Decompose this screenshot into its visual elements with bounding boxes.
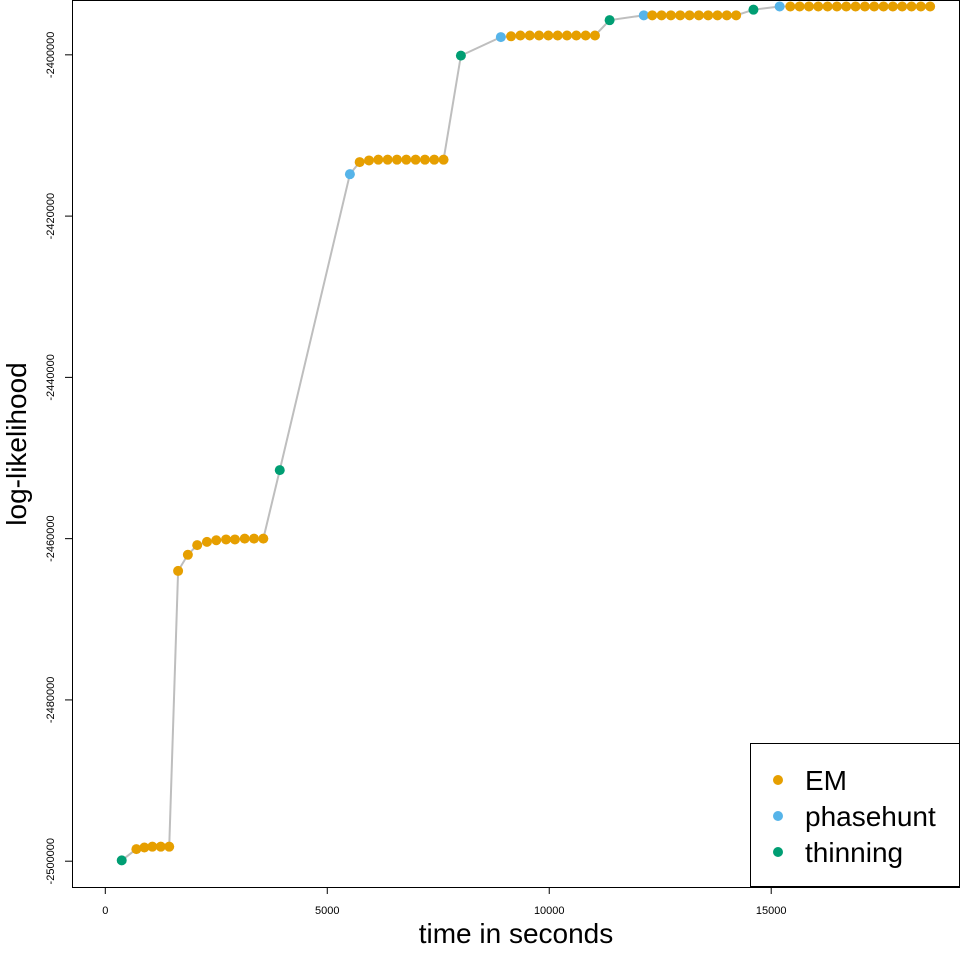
y-tick-label: -2400000 (45, 32, 57, 79)
data-point (712, 10, 723, 21)
data-point (455, 50, 466, 61)
data-point (552, 30, 563, 41)
data-point (410, 154, 421, 165)
data-point (665, 10, 676, 21)
data-point (721, 10, 732, 21)
data-point (925, 1, 936, 12)
data-point (803, 1, 814, 12)
x-tick-label: 15000 (756, 905, 787, 917)
data-point (173, 565, 184, 576)
data-point (201, 536, 212, 547)
data-point (419, 154, 430, 165)
data-point (139, 842, 150, 853)
legend-marker (773, 775, 783, 785)
data-point (822, 1, 833, 12)
data-point (684, 10, 695, 21)
data-point (703, 10, 714, 21)
data-point (239, 533, 250, 544)
data-point (155, 841, 166, 852)
legend-box (750, 743, 960, 887)
data-point (850, 1, 861, 12)
data-point (831, 1, 842, 12)
data-point (229, 534, 240, 545)
data-point (373, 154, 384, 165)
y-tick-label: -2420000 (45, 193, 57, 240)
data-point (561, 30, 572, 41)
x-tick-label: 0 (102, 905, 108, 917)
data-point (344, 169, 355, 180)
data-point (731, 10, 742, 21)
data-point (774, 1, 785, 12)
data-point (604, 15, 615, 26)
data-point (869, 1, 880, 12)
data-point (382, 154, 393, 165)
data-point (841, 1, 852, 12)
legend-label: phasehunt (805, 801, 936, 832)
data-point (274, 465, 285, 476)
legend-marker (773, 847, 783, 857)
data-point (391, 154, 402, 165)
data-point (211, 535, 222, 546)
x-axis-title: time in seconds (419, 918, 614, 949)
data-point (354, 157, 365, 168)
data-point (429, 154, 440, 165)
data-point (887, 1, 898, 12)
data-point (897, 1, 908, 12)
connecting-line (121, 5, 931, 862)
data-point (192, 540, 203, 551)
data-point (794, 1, 805, 12)
y-axis: -2500000 -2480000 -2460000 -2440000 -2420000… (45, 32, 73, 885)
data-point (506, 31, 517, 42)
data-point (647, 10, 658, 21)
data-point (147, 841, 158, 852)
data-point (182, 549, 193, 560)
data-point (906, 1, 917, 12)
data-point (221, 534, 232, 545)
x-tick-label: 5000 (315, 905, 339, 917)
data-point (116, 855, 127, 866)
data-point (164, 841, 175, 852)
data-points (116, 1, 936, 866)
y-tick-label: -2500000 (45, 838, 57, 885)
y-tick-label: -2480000 (45, 677, 57, 724)
data-point (249, 533, 260, 544)
data-point (675, 10, 686, 21)
y-tick-label: -2460000 (45, 515, 57, 562)
data-point (785, 1, 796, 12)
data-point (534, 30, 545, 41)
data-point (515, 30, 526, 41)
data-point (131, 844, 142, 855)
data-point (638, 10, 649, 21)
data-point (878, 1, 889, 12)
data-point (571, 30, 582, 41)
data-point (363, 155, 374, 166)
data-point (580, 30, 591, 41)
data-point (915, 1, 926, 12)
data-point (589, 30, 600, 41)
data-point (401, 154, 412, 165)
x-tick-label: 10000 (534, 905, 565, 917)
legend-label: EM (805, 765, 847, 796)
legend: EM phasehunt thinning (750, 743, 960, 887)
data-point (495, 32, 506, 43)
data-point (656, 10, 667, 21)
data-point (258, 533, 269, 544)
data-point (693, 10, 704, 21)
y-tick-label: -2440000 (45, 354, 57, 401)
data-point (438, 154, 449, 165)
x-axis: 0 5000 10000 15000 (102, 887, 787, 917)
data-point (524, 30, 535, 41)
data-point (859, 1, 870, 12)
legend-label: thinning (805, 837, 903, 868)
data-point (543, 30, 554, 41)
data-point (813, 1, 824, 12)
data-point (748, 4, 759, 15)
legend-marker (773, 811, 783, 821)
y-axis-title: log-likelihood (1, 362, 32, 525)
